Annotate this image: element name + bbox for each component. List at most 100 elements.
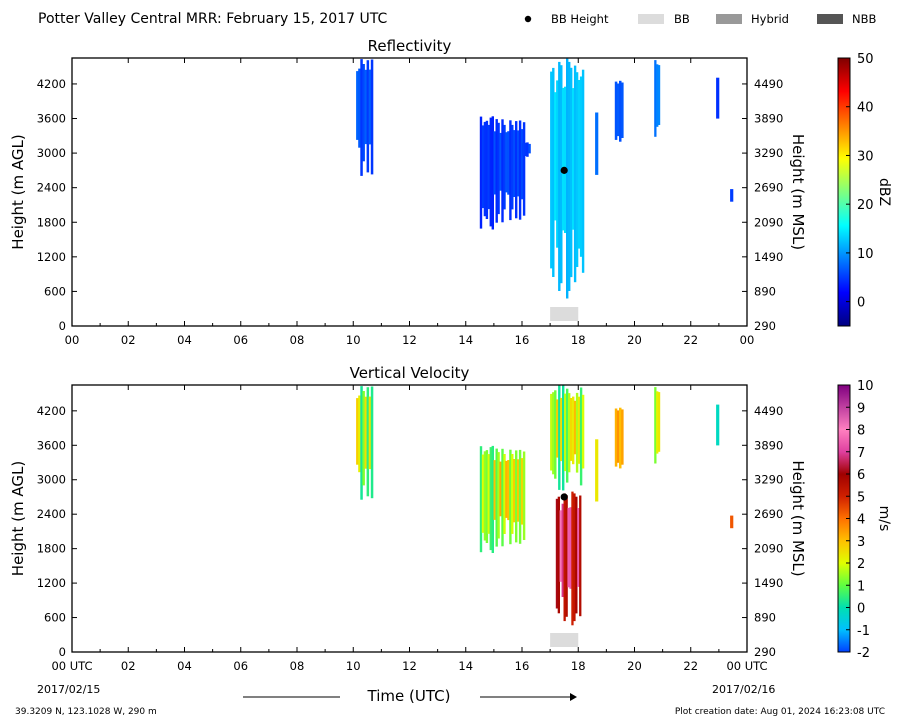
echo-column — [564, 86, 567, 233]
echo-column — [579, 495, 582, 617]
echo-column — [572, 396, 575, 465]
echo-column — [491, 116, 494, 230]
echo-column — [489, 117, 492, 227]
y-tick-label: 3600 — [37, 112, 66, 126]
echo-column — [507, 131, 510, 195]
x-tick-label: 02 — [121, 659, 136, 673]
colorbar-tick-label: 3 — [857, 535, 865, 550]
colorbar-tick-label: 0 — [857, 602, 865, 617]
echo-column — [497, 122, 500, 215]
colorbar-tick-label: 8 — [857, 424, 865, 439]
echo-column — [730, 515, 734, 529]
legend-bb-height-label: BB Height — [551, 12, 609, 26]
echo-column — [503, 124, 506, 210]
x-tick-label: 22 — [683, 659, 698, 673]
echo-column — [554, 92, 557, 221]
echo-column — [552, 67, 555, 278]
echo-column — [656, 391, 659, 454]
y-right-tick-label: 890 — [754, 284, 776, 298]
panel-title: Vertical Velocity — [350, 364, 470, 382]
y-tick-label: 3000 — [37, 473, 66, 487]
echo-column — [581, 394, 585, 469]
echo-column — [522, 451, 526, 540]
colorbar-tick-label: 4 — [857, 513, 865, 528]
echo-column — [563, 493, 566, 622]
y-right-tick-label: 2690 — [754, 507, 783, 521]
echo-column — [550, 71, 553, 269]
echo-column — [562, 87, 565, 231]
echo-column — [493, 460, 496, 520]
echo-column — [560, 65, 563, 284]
echo-column — [595, 439, 599, 502]
echo-column — [485, 450, 489, 543]
echo-column — [571, 491, 574, 626]
y-axis-label: Height (m AGL) — [9, 134, 27, 249]
legend-bb-label: BB — [674, 12, 690, 26]
echo-column — [570, 67, 573, 278]
time-arrow-head — [570, 693, 577, 701]
y-right-tick-label: 4490 — [754, 404, 783, 418]
creation-date-note: Plot creation date: Aug 01, 2024 16:23:0… — [675, 707, 885, 717]
x-tick-label: 10 — [346, 333, 361, 347]
colorbar-tick-label: 10 — [857, 379, 874, 394]
y-right-tick-label: 1490 — [754, 576, 783, 590]
echo-column — [368, 396, 372, 470]
echo-column — [560, 397, 563, 462]
echo-column — [572, 88, 575, 230]
echo-column — [581, 69, 585, 273]
header-legend: BB Height BB Hybrid NBB — [524, 12, 876, 26]
echo-column — [577, 396, 581, 464]
y-tick-label: 2400 — [37, 507, 66, 521]
x-tick-label: 18 — [571, 333, 586, 347]
echo-column — [555, 498, 559, 609]
colorbar-tick-label: 20 — [857, 198, 874, 213]
y-tick-label: 1200 — [37, 576, 66, 590]
echo-column — [566, 388, 569, 483]
echo-column — [509, 449, 512, 545]
y-right-tick-label: 2090 — [754, 215, 783, 229]
legend-hybrid-swatch — [716, 14, 742, 24]
bb-height-point — [560, 166, 568, 174]
echo-column — [562, 385, 565, 491]
echo-column — [358, 68, 361, 148]
echo-column — [621, 82, 624, 138]
echo-column — [495, 119, 498, 223]
echo-column — [621, 409, 624, 465]
echo-column — [499, 132, 502, 191]
echo-column — [356, 71, 359, 140]
colorbar-tick-label: 30 — [857, 149, 874, 164]
y-tick-label: 2400 — [37, 181, 66, 195]
echo-column — [570, 398, 573, 461]
echo-column — [505, 132, 508, 193]
y-tick-label: 600 — [44, 611, 66, 625]
x-tick-label: 12 — [402, 659, 417, 673]
echo-column — [573, 493, 576, 622]
echo-column — [575, 496, 578, 614]
echo-column — [558, 385, 561, 490]
echo-field — [356, 385, 734, 626]
echo-column — [507, 460, 510, 521]
colorbar-tick-label: 2 — [857, 557, 865, 572]
echo-column — [656, 64, 659, 127]
echo-column — [579, 387, 583, 486]
y-tick-label: 1800 — [37, 215, 66, 229]
echo-column — [358, 395, 361, 473]
y-right-axis-label: Height (m MSL) — [789, 460, 807, 576]
echo-column — [501, 119, 504, 223]
echo-column — [511, 124, 514, 210]
echo-column — [559, 510, 562, 582]
x-tick-label: 12 — [402, 333, 417, 347]
echo-column — [489, 447, 492, 551]
echo-column — [479, 116, 483, 229]
echo-column — [366, 60, 370, 173]
echo-column — [360, 386, 363, 500]
echo-column — [511, 454, 514, 534]
echo-column — [483, 121, 487, 217]
legend-bb-height-dot — [524, 15, 532, 23]
panel-title: Reflectivity — [368, 37, 452, 55]
echo-column — [487, 454, 490, 534]
echo-column — [522, 122, 526, 216]
y-right-tick-label: 2090 — [754, 542, 783, 556]
